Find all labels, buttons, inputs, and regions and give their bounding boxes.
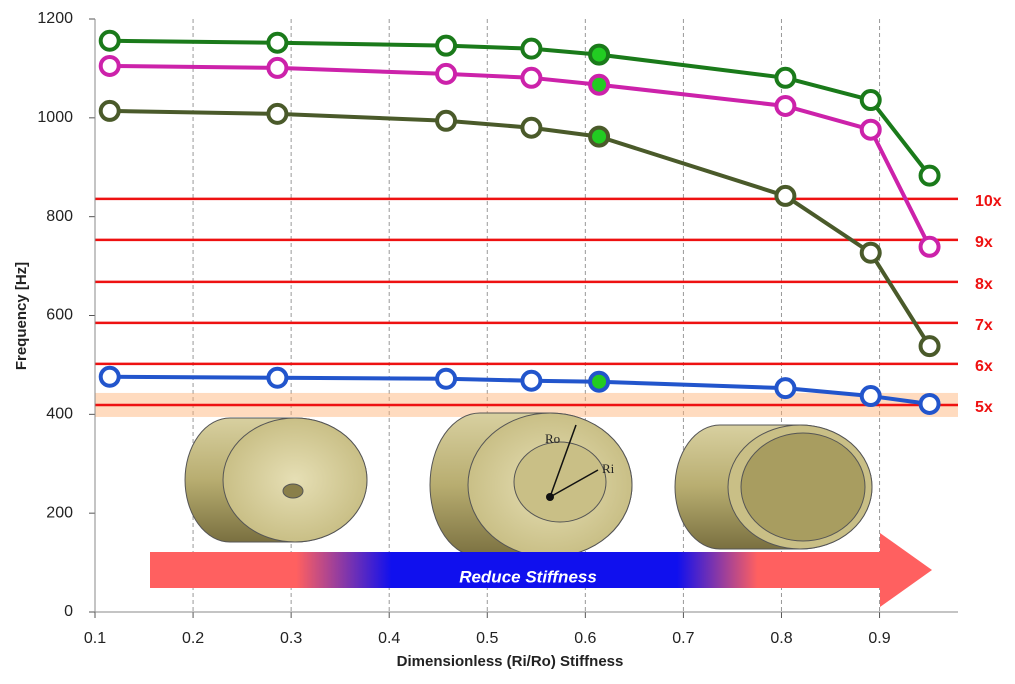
data-point [776,69,794,87]
data-point [437,65,455,83]
series-line [110,66,930,247]
x-tick-label: 0.7 [672,630,694,647]
data-point [776,97,794,115]
ro-label: Ro [545,431,560,446]
x-axis-label: Dimensionless (Ri/Ro) Stiffness [397,653,624,670]
data-point [776,379,794,397]
data-point [862,387,880,405]
data-point [522,372,540,390]
data-point [590,76,608,94]
arrow-label: Reduce Stiffness [459,567,597,586]
cylinder-face [223,418,367,542]
data-point [101,32,119,50]
data-point [776,187,794,205]
inner-hole [741,433,865,541]
x-tick-label: 0.6 [574,630,596,647]
chart: Ro Ri Reduce Stiffness Frequency [Hz] Di… [0,0,1015,679]
x-tick-label: 0.8 [770,630,792,647]
series-line [110,111,930,346]
x-tick-label: 0.5 [476,630,498,647]
reference-label: 7x [975,317,993,334]
series-line [110,41,930,176]
reference-label: 5x [975,399,993,416]
data-point [268,369,286,387]
data-point [522,119,540,137]
inner-hole [283,484,303,498]
reference-label: 10x [975,193,1002,210]
data-point [268,34,286,52]
inner-hole [514,442,606,522]
y-axis-label: Frequency [Hz] [13,262,30,370]
data-point [437,37,455,55]
reference-label: 6x [975,358,993,375]
y-tick-label: 1000 [37,109,73,126]
data-point [590,373,608,391]
data-point [101,57,119,75]
y-tick-label: 1200 [37,10,73,27]
data-point [921,337,939,355]
y-tick-label: 400 [46,406,73,423]
x-tick-label: 0.9 [868,630,890,647]
x-tick-label: 0.2 [182,630,204,647]
data-point [522,40,540,58]
data-point [268,59,286,77]
center [546,493,554,501]
y-tick-label: 800 [46,208,73,225]
x-tick-label: 0.1 [84,630,106,647]
reference-label: 8x [975,276,993,293]
data-point [590,46,608,64]
data-point [862,121,880,139]
x-tick-label: 0.4 [378,630,400,647]
data-point [437,370,455,388]
y-tick-label: 600 [46,307,73,324]
data-point [921,238,939,256]
arrow-head [880,533,932,607]
y-tick-label: 0 [64,603,73,620]
data-point [921,167,939,185]
illustrations: Ro Ri [185,413,872,557]
data-point [862,91,880,109]
y-tick-label: 200 [46,504,73,521]
data-point [268,105,286,123]
data-point [101,368,119,386]
data-point [921,395,939,413]
data-point [590,128,608,146]
reference-label: 9x [975,234,993,251]
data-point [101,102,119,120]
data-point [862,244,880,262]
x-tick-label: 0.3 [280,630,302,647]
data-point [522,69,540,87]
data-point [437,112,455,130]
ri-label: Ri [602,461,615,476]
